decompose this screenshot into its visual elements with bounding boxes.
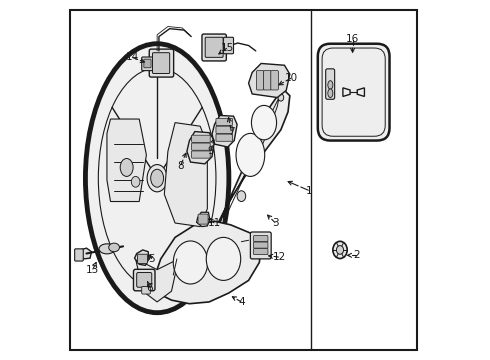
Ellipse shape [278,94,284,101]
Ellipse shape [328,89,333,98]
Polygon shape [136,259,179,302]
Text: 11: 11 [208,218,221,228]
Text: 6: 6 [147,283,153,293]
FancyBboxPatch shape [223,37,234,54]
FancyBboxPatch shape [254,242,268,248]
Text: 1: 1 [306,186,313,196]
Polygon shape [107,119,147,202]
FancyBboxPatch shape [254,248,268,255]
Polygon shape [187,132,215,164]
FancyBboxPatch shape [142,57,153,71]
FancyBboxPatch shape [74,249,83,261]
FancyBboxPatch shape [198,214,208,224]
FancyBboxPatch shape [144,59,151,68]
Text: 8: 8 [177,161,184,171]
Text: 13: 13 [86,265,99,275]
Ellipse shape [131,176,140,187]
FancyBboxPatch shape [250,232,271,259]
Text: 15: 15 [220,43,234,53]
FancyBboxPatch shape [318,44,390,140]
Polygon shape [196,212,210,226]
Text: 7: 7 [228,127,235,136]
FancyBboxPatch shape [133,269,155,291]
Ellipse shape [251,105,276,140]
Polygon shape [164,123,207,226]
FancyBboxPatch shape [137,254,147,264]
Text: 9: 9 [208,146,214,156]
FancyBboxPatch shape [142,287,150,294]
FancyBboxPatch shape [205,37,223,57]
Ellipse shape [337,246,343,254]
Text: 16: 16 [346,35,359,44]
Text: 3: 3 [272,218,279,228]
FancyBboxPatch shape [216,118,232,126]
FancyBboxPatch shape [192,135,210,142]
Ellipse shape [328,81,333,89]
Text: 2: 2 [353,250,360,260]
Ellipse shape [120,158,133,176]
FancyBboxPatch shape [216,126,232,134]
Ellipse shape [109,243,120,252]
Polygon shape [212,116,237,147]
Text: 10: 10 [285,73,298,83]
Ellipse shape [237,191,245,202]
FancyBboxPatch shape [264,71,271,90]
FancyBboxPatch shape [192,151,210,158]
Polygon shape [216,89,290,230]
Ellipse shape [333,241,347,258]
Polygon shape [152,221,261,304]
FancyBboxPatch shape [254,235,268,242]
Text: 12: 12 [272,252,286,262]
Polygon shape [78,248,92,259]
FancyBboxPatch shape [271,71,278,90]
FancyBboxPatch shape [152,53,170,73]
FancyBboxPatch shape [149,49,173,77]
Text: 14: 14 [125,52,139,62]
Ellipse shape [173,241,208,284]
FancyBboxPatch shape [326,69,335,99]
Ellipse shape [85,44,229,313]
Ellipse shape [99,244,115,254]
Ellipse shape [206,237,241,280]
FancyBboxPatch shape [216,134,232,141]
FancyBboxPatch shape [202,34,226,61]
Polygon shape [248,63,290,98]
Text: 4: 4 [238,297,245,307]
Ellipse shape [147,165,167,192]
Text: 5: 5 [148,254,155,264]
Polygon shape [135,250,149,265]
Ellipse shape [151,169,164,187]
Ellipse shape [236,134,265,176]
FancyBboxPatch shape [192,143,210,150]
FancyBboxPatch shape [256,71,264,90]
FancyBboxPatch shape [137,273,152,287]
